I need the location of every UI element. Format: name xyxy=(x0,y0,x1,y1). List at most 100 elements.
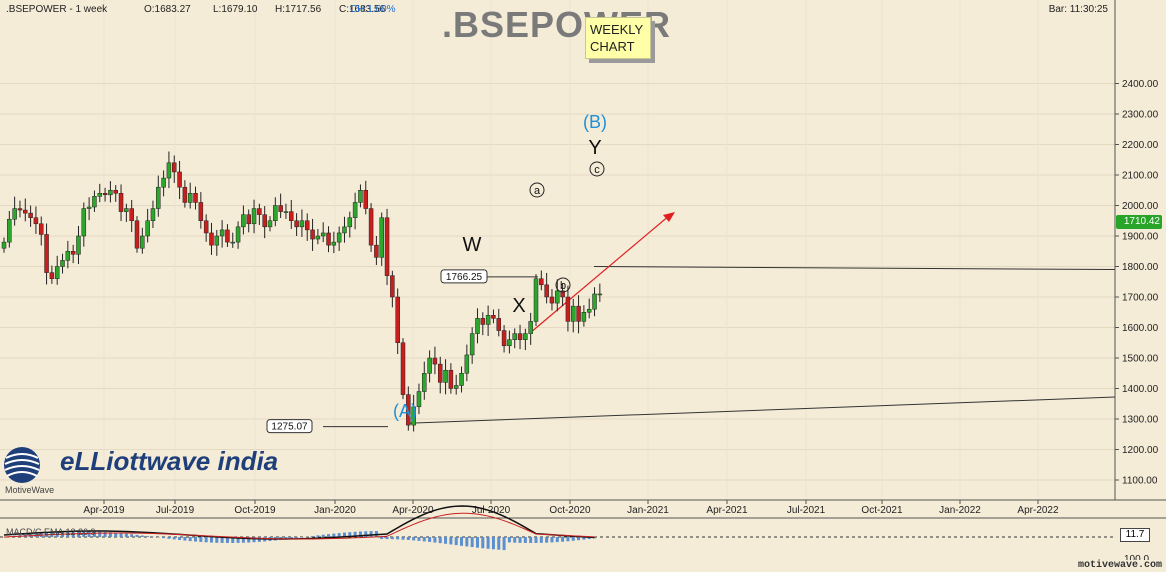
candle-body xyxy=(533,278,539,322)
y-tick-label: 1700.00 xyxy=(1122,293,1159,304)
candle-body xyxy=(512,333,517,340)
candle-body xyxy=(416,391,422,408)
candle-body xyxy=(586,308,592,313)
last-price-tag: 1710.42 xyxy=(1116,215,1162,229)
candle-body xyxy=(97,193,103,197)
candle-body xyxy=(278,205,283,212)
wave-c-label: c xyxy=(594,164,600,176)
candle-body xyxy=(17,208,23,211)
macd-hist-bar xyxy=(178,537,182,541)
macd-hist-bar xyxy=(87,531,91,537)
macd-hist-bar xyxy=(539,537,543,543)
macd-hist-bar xyxy=(449,537,453,545)
macd-hist-bar xyxy=(130,534,134,537)
price-label-high-box xyxy=(440,269,488,284)
macd-label: MACD/C EMA 12 26 9 xyxy=(6,527,96,537)
macd-hist-bar xyxy=(167,537,171,539)
candle-body xyxy=(219,229,225,237)
macd-hist-bar xyxy=(486,537,490,549)
candle-body xyxy=(198,202,204,221)
bar-time: Bar: 11:30:25 xyxy=(1048,4,1108,15)
candle-body xyxy=(464,354,470,374)
candle-body xyxy=(1,241,7,249)
weekly-chart-note[interactable]: WEEKLY CHART xyxy=(585,17,651,59)
candle-body xyxy=(581,312,587,322)
candle-body xyxy=(113,190,118,194)
candle-body xyxy=(262,214,267,228)
candle-body xyxy=(496,318,502,331)
candle-body xyxy=(336,232,342,243)
macd-hist-bar xyxy=(593,537,597,539)
candle-body xyxy=(140,235,145,249)
header-high: H:1717.56 xyxy=(275,4,322,15)
candle-body xyxy=(44,234,49,273)
macd-hist-bar xyxy=(513,537,517,543)
header-low: L:1679.10 xyxy=(213,4,258,15)
macd-hist-bar xyxy=(353,531,357,537)
candle-body xyxy=(432,357,438,365)
candle-body xyxy=(81,208,87,237)
price-axis[interactable]: 1100.00 1200.00 1300.00 1400.00 1500.00 1600.… xyxy=(1114,0,1166,500)
macd-hist-bar xyxy=(342,532,346,537)
y-tick-label: 1500.00 xyxy=(1122,354,1159,365)
candle-body xyxy=(363,190,369,209)
macd-hist-bar xyxy=(566,537,570,542)
y-tick-label: 2100.00 xyxy=(1122,171,1159,182)
macd-hist-bar xyxy=(225,537,229,543)
trend-lines xyxy=(323,212,1116,428)
macd-hist-bar xyxy=(518,537,522,543)
candle-body xyxy=(443,369,448,383)
header-symbol: .BSEPOWER - 1 week xyxy=(6,4,108,15)
x-tick-label: Oct-2020 xyxy=(549,505,591,516)
macd-hist-bar xyxy=(470,537,474,548)
candle-body xyxy=(326,232,331,246)
candle-body xyxy=(400,342,406,395)
macd-hist-bar xyxy=(428,537,432,542)
candle-body xyxy=(320,232,326,237)
candle-body xyxy=(7,218,12,243)
price-label-low-box xyxy=(266,419,313,434)
price-label-high: 1766.25 xyxy=(446,272,483,283)
candle-body xyxy=(379,217,384,258)
macd-hist-bar xyxy=(545,537,549,543)
x-tick-label: Jan-2020 xyxy=(314,505,356,516)
macd-hist-bar xyxy=(364,531,368,537)
candle-body xyxy=(294,220,299,228)
y-tick-label: 2300.00 xyxy=(1122,110,1159,121)
x-tick-label: Apr-2021 xyxy=(706,505,748,516)
macd-hist-bar xyxy=(571,537,575,541)
macd-panel[interactable]: 100.0 xyxy=(0,505,1166,568)
y-tick-label: 1900.00 xyxy=(1122,232,1159,243)
candle-body xyxy=(491,315,496,319)
candle-body xyxy=(129,208,134,222)
candle-body xyxy=(49,272,55,279)
candle-body xyxy=(209,232,214,246)
macd-hist-bar xyxy=(465,537,469,547)
macd-hist-bar xyxy=(220,537,224,543)
macd-hist-bar xyxy=(209,537,213,543)
macd-hist-bar xyxy=(417,537,421,541)
macd-hist-bar xyxy=(497,537,501,550)
candle-body xyxy=(570,305,576,322)
macd-hist-bar xyxy=(236,537,240,543)
macd-hist-bar xyxy=(98,531,102,537)
x-tick-label: Apr-2019 xyxy=(83,505,125,516)
macd-hist-bar xyxy=(460,537,464,546)
candle-body xyxy=(544,284,549,298)
macd-hist-bar xyxy=(284,537,288,540)
candle-body xyxy=(28,212,33,218)
x-tick-label: Apr-2020 xyxy=(392,505,434,516)
macd-signal-line xyxy=(3,512,595,540)
macd-hist-bar xyxy=(327,534,331,537)
platform-label: MotiveWave xyxy=(5,485,55,495)
macd-hist-bar xyxy=(114,532,118,537)
candle-body xyxy=(134,220,140,249)
header-open: O:1683.27 xyxy=(144,4,191,15)
macd-hist-bar xyxy=(582,537,586,540)
macd-hist-bar xyxy=(438,537,442,544)
candle-body xyxy=(342,226,347,234)
macd-hist-bar xyxy=(82,531,86,537)
wave-b-label: b xyxy=(560,280,566,292)
candle-body xyxy=(156,186,161,209)
